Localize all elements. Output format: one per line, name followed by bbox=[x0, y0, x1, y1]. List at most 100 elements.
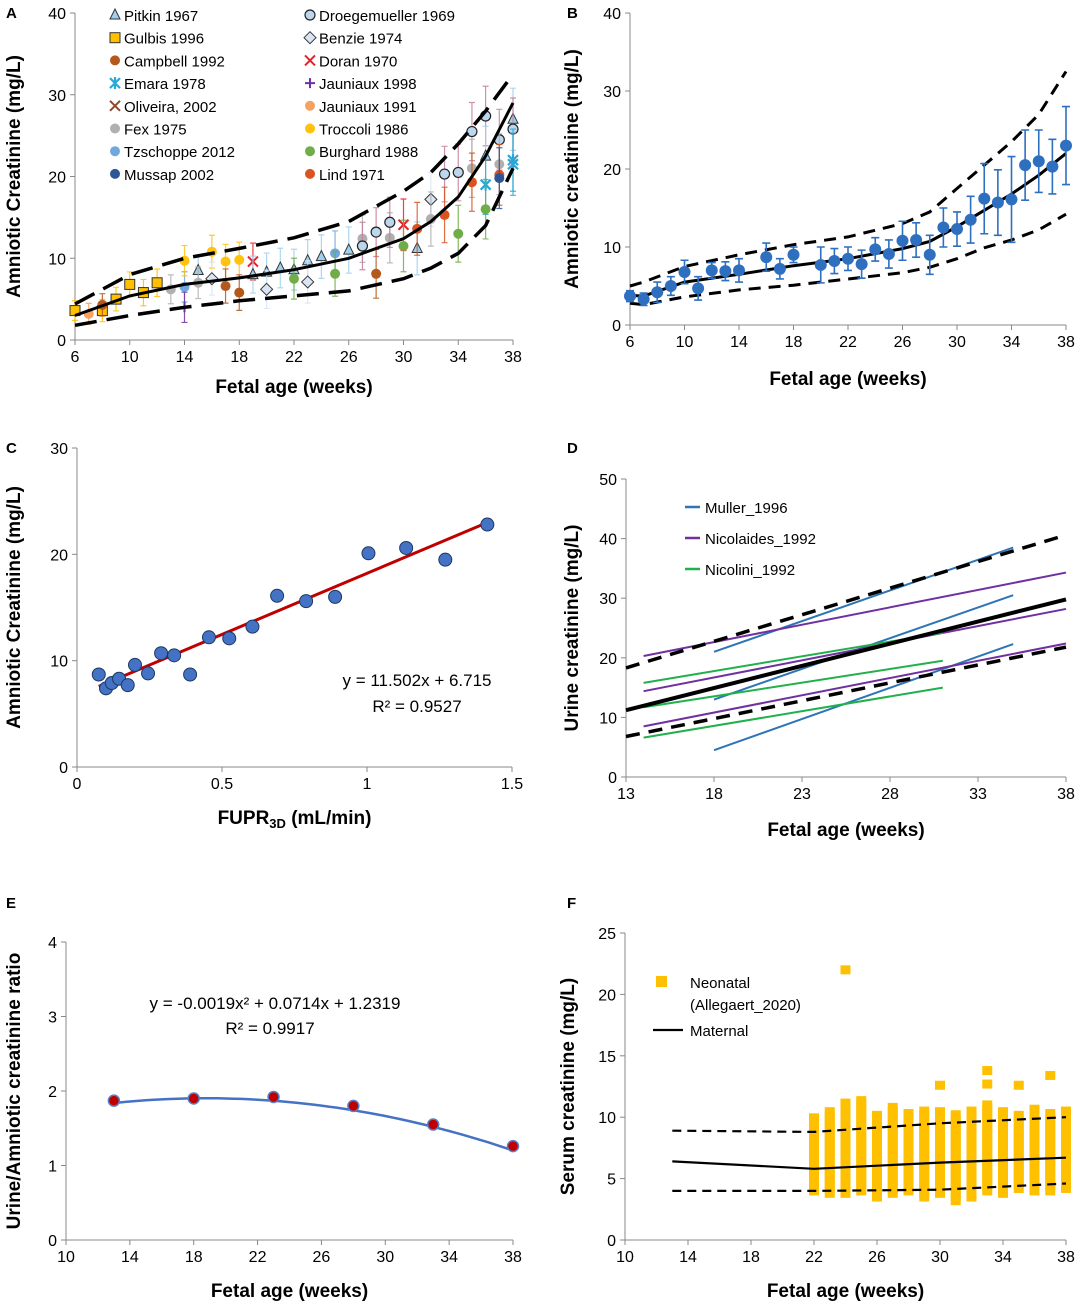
legend-marker bbox=[110, 123, 120, 134]
panel-letter: A bbox=[6, 5, 17, 22]
data-point bbox=[480, 204, 491, 215]
x-tick-label: 18 bbox=[705, 786, 723, 803]
regression-line bbox=[98, 521, 488, 688]
panel-D: 0 10 20 30 40 50 13 18 23 28 33 38 Urine creatinine … bbox=[562, 440, 1075, 841]
data-point bbox=[356, 240, 369, 252]
y-axis-title: Amniotic Creatinine (mg/L) bbox=[4, 486, 25, 729]
x-tick-label: 28 bbox=[881, 786, 899, 803]
series-line bbox=[643, 607, 1067, 693]
y-tick-label: 10 bbox=[50, 654, 68, 671]
x-tick-label: 10 bbox=[616, 1249, 634, 1266]
data-point bbox=[910, 233, 923, 246]
x-tick-label: 38 bbox=[1057, 334, 1075, 351]
x-tick-label: 34 bbox=[449, 349, 467, 366]
y-tick-label: 10 bbox=[48, 251, 66, 268]
mean-line bbox=[629, 152, 1067, 298]
neonatal-point bbox=[840, 965, 851, 975]
x-tick-label: 1.5 bbox=[501, 776, 523, 793]
y-tick-label: 40 bbox=[603, 6, 621, 23]
legend-marker bbox=[109, 77, 121, 90]
data-point bbox=[187, 1092, 200, 1105]
legend-label: Benzie 1974 bbox=[319, 31, 402, 48]
legend-marker bbox=[110, 168, 120, 179]
y-tick-label: 1 bbox=[48, 1159, 57, 1176]
data-point bbox=[787, 248, 800, 261]
panel-letter: F bbox=[567, 895, 576, 912]
legend-label: Burghard 1988 bbox=[319, 144, 418, 161]
legend-label: Maternal bbox=[690, 1023, 748, 1040]
legend-marker bbox=[305, 100, 315, 111]
data-point bbox=[234, 287, 245, 298]
upper-limit-line bbox=[625, 533, 1067, 670]
data-point bbox=[733, 264, 745, 277]
x-axis-title: Fetal age (weeks) bbox=[211, 1281, 368, 1302]
x-tick-label: 0 bbox=[73, 776, 82, 793]
neonatal-point bbox=[998, 1107, 1008, 1117]
neonatal-point bbox=[1029, 1104, 1040, 1114]
legend-marker bbox=[656, 976, 667, 987]
data-point bbox=[692, 282, 705, 295]
x-tick-label: 6 bbox=[71, 349, 80, 366]
lower-limit-line bbox=[74, 167, 515, 328]
y-tick-label: 20 bbox=[50, 547, 68, 564]
y-tick-label: 30 bbox=[603, 84, 621, 101]
y-tick-label: 50 bbox=[599, 472, 617, 489]
legend-marker bbox=[109, 32, 121, 44]
legend-marker bbox=[110, 146, 120, 157]
x-tick-label: 33 bbox=[969, 786, 987, 803]
x-tick-label: 38 bbox=[504, 349, 522, 366]
legend-label: Campbell 1992 bbox=[124, 53, 225, 70]
legend-marker bbox=[303, 30, 317, 45]
data-point bbox=[361, 546, 376, 561]
neonatal-point bbox=[1061, 1106, 1071, 1116]
data-point bbox=[154, 646, 169, 661]
upper-limit-line bbox=[74, 73, 515, 306]
x-axis-title: FUPR3D (mL/min) bbox=[218, 808, 372, 831]
y-tick-label: 3 bbox=[48, 1010, 57, 1027]
data-point bbox=[1060, 139, 1072, 152]
neonatal-point bbox=[935, 1080, 945, 1090]
data-point bbox=[438, 552, 453, 567]
legend-label: Tzschoppe 2012 bbox=[124, 144, 235, 161]
neonatal-point bbox=[840, 1098, 851, 1108]
x-tick-label: 26 bbox=[894, 334, 912, 351]
y-tick-label: 0 bbox=[608, 770, 617, 787]
data-point bbox=[678, 265, 691, 278]
legend-marker bbox=[305, 78, 315, 89]
data-point bbox=[438, 168, 451, 180]
data-point bbox=[964, 213, 977, 226]
data-point bbox=[1046, 160, 1059, 173]
data-point bbox=[869, 243, 882, 256]
x-tick-label: 18 bbox=[230, 349, 248, 366]
y-tick-label: 10 bbox=[598, 1110, 616, 1127]
x-tick-label: 13 bbox=[617, 786, 635, 803]
panel-B: 0 10 20 30 40 6 10 14 18 22 26 30 34 38 Amniotic creat… bbox=[562, 5, 1075, 390]
x-tick-label: 10 bbox=[121, 349, 139, 366]
data-point bbox=[245, 619, 260, 634]
legend-label: Troccoli 1986 bbox=[319, 122, 409, 139]
legend-label: (Allegaert_2020) bbox=[690, 997, 801, 1014]
data-point bbox=[937, 221, 950, 234]
y-tick-label: 20 bbox=[599, 651, 617, 668]
x-tick-label: 6 bbox=[626, 334, 635, 351]
x-tick-label: 18 bbox=[185, 1249, 203, 1266]
legend-marker bbox=[305, 168, 315, 179]
data-point bbox=[637, 293, 650, 306]
y-tick-label: 0 bbox=[57, 333, 66, 350]
r-squared: R² = 0.9917 bbox=[225, 1019, 314, 1038]
panel-letter: C bbox=[6, 440, 17, 457]
data-point bbox=[151, 277, 163, 289]
legend-marker bbox=[109, 7, 121, 20]
neonatal-point bbox=[982, 1100, 993, 1110]
panel-letter: D bbox=[567, 440, 578, 457]
data-point bbox=[259, 282, 274, 297]
x-tick-label: 26 bbox=[340, 349, 358, 366]
data-point bbox=[855, 258, 868, 271]
x-tick-label: 1 bbox=[363, 776, 372, 793]
legend-label: Doran 1970 bbox=[319, 53, 397, 70]
x-tick-label: 34 bbox=[1003, 334, 1021, 351]
data-point bbox=[370, 226, 382, 238]
regression-equation: y = -0.0019x² + 0.0714x + 1.2319 bbox=[150, 994, 401, 1013]
x-axis-title: Fetal age (weeks) bbox=[767, 1281, 924, 1302]
